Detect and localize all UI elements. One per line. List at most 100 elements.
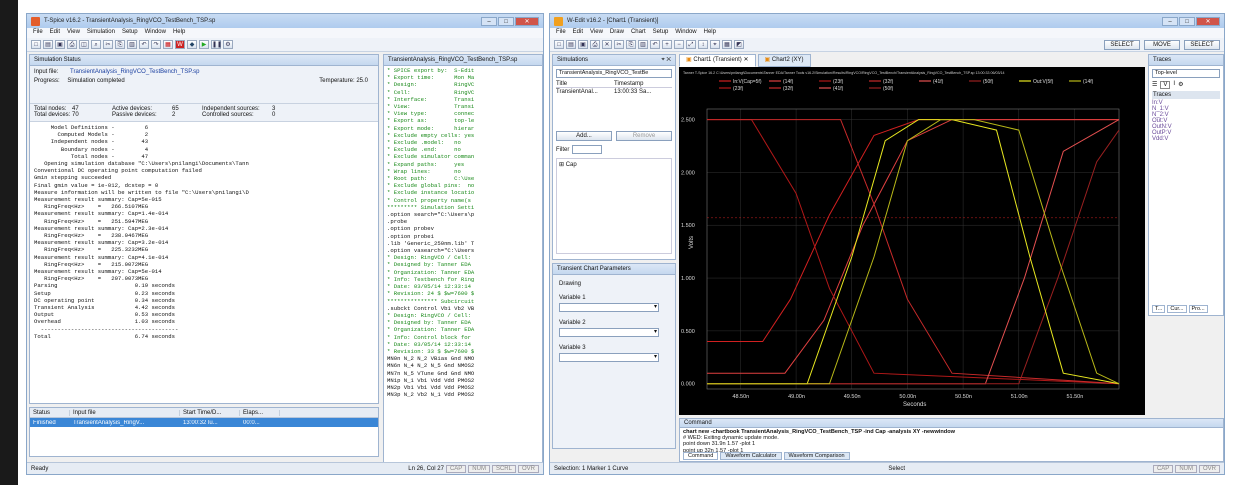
move-mode-button[interactable]: MOVE (1144, 39, 1180, 50)
command-tab[interactable]: Command (683, 452, 719, 460)
waveform-chart[interactable]: Tanner T-Spice 16.2 C:\Users\pnilangi\Do… (679, 67, 1145, 415)
menu-item-file[interactable]: File (556, 29, 566, 35)
menu-item-window[interactable]: Window (675, 29, 697, 35)
open-icon[interactable]: ▤ (43, 40, 53, 49)
traces-tab[interactable]: Pro... (1188, 305, 1208, 313)
traces-tab[interactable]: Cur... (1167, 305, 1187, 313)
netlist-code[interactable]: * SPICE export by: S-Edit * Export time: … (384, 66, 542, 399)
redo-icon[interactable]: ↷ (151, 40, 161, 49)
sedit-icon[interactable]: ▦ (163, 40, 173, 49)
table-header[interactable]: Elaps... (240, 409, 280, 416)
menu-item-file[interactable]: File (33, 29, 43, 35)
remove-button[interactable]: Remove (616, 131, 672, 141)
input-file-link[interactable]: TransientAnalysis_RingVCO_TestBench_TSP.… (70, 69, 200, 75)
select-mode-button[interactable]: SELECT (1104, 39, 1140, 50)
table-header[interactable]: Status (30, 409, 70, 416)
menu-item-chart[interactable]: Chart (630, 29, 646, 35)
undo-icon[interactable]: ↶ (139, 40, 149, 49)
filter-select[interactable] (572, 145, 603, 154)
add-button[interactable]: Add... (556, 131, 612, 141)
preview-icon[interactable]: ◫ (79, 40, 89, 49)
chevron-down-icon[interactable]: ▾ (653, 329, 657, 335)
copy-icon[interactable]: ⎘ (626, 40, 636, 49)
trace-item[interactable]: Out:V (1152, 118, 1168, 124)
traces-scope-select[interactable]: Top-level (1152, 69, 1220, 78)
simulation-select[interactable]: TransientAnalysis_RingVCO_TestBe (556, 69, 672, 78)
tab-chart1[interactable]: ▣ Chart1 (Transient) ✕ (679, 54, 756, 67)
list-view-icon[interactable]: ☰ (1152, 82, 1158, 88)
table-row[interactable]: Finished TransientAnalysis_RingV... 13:00:… (30, 418, 378, 427)
trace-item[interactable]: Vdd:V (1152, 136, 1169, 142)
delete-icon[interactable]: ✕ (602, 40, 612, 49)
new-icon[interactable]: □ (31, 40, 41, 49)
expand-icon[interactable]: ⊞ (559, 162, 565, 168)
menu-item-help[interactable]: Help (703, 29, 716, 35)
maximize-button[interactable]: □ (1179, 16, 1195, 26)
tspice-titlebar[interactable]: T-Spice v16.2 - TransientAnalysis_RingVC… (27, 14, 543, 28)
param-select[interactable]: ▾ (559, 353, 659, 362)
menu-item-setup[interactable]: Setup (652, 29, 669, 35)
menu-item-view[interactable]: View (590, 29, 603, 35)
trace-item[interactable]: N_1:V (1152, 106, 1169, 112)
paste-icon[interactable]: ▥ (638, 40, 648, 49)
param-select[interactable]: ▾ (559, 303, 659, 312)
tree-item-cap[interactable]: Cap (565, 162, 577, 168)
tab-chart2[interactable]: ▣ Chart2 (XY) (757, 54, 811, 67)
print-icon[interactable]: ⎙ (590, 40, 600, 49)
marker-icon[interactable]: ⌖ (710, 40, 720, 49)
param-select[interactable]: ▾ (559, 328, 659, 337)
menu-item-draw[interactable]: Draw (609, 29, 624, 35)
select-mode-button-2[interactable]: SELECT (1184, 39, 1220, 50)
pause-icon[interactable]: ❚❚ (211, 40, 223, 49)
wedit-titlebar[interactable]: W-Edit v16.2 - [Chart1 (Transient)] – □ ✕ (550, 14, 1224, 28)
zoom-fit-icon[interactable]: ⤢ (686, 40, 696, 49)
maximize-button[interactable]: □ (498, 16, 514, 26)
copy-icon[interactable]: ⎘ (115, 40, 125, 49)
settings-icon[interactable]: ⚙ (223, 40, 233, 49)
cursor-icon[interactable]: ↕ (698, 40, 708, 49)
undo-icon[interactable]: ↶ (650, 40, 660, 49)
trace-item[interactable]: N_2:V (1152, 112, 1169, 118)
close-button[interactable]: ✕ (515, 16, 539, 26)
grid-icon[interactable]: ▦ (722, 40, 732, 49)
close-button[interactable]: ✕ (1196, 16, 1220, 26)
menu-item-edit[interactable]: Edit (49, 29, 61, 35)
open-icon[interactable]: ▤ (566, 40, 576, 49)
stop-icon[interactable]: ◆ (187, 40, 197, 49)
voltage-filter-icon[interactable]: V (1160, 81, 1171, 89)
chevron-down-icon[interactable]: ▾ (653, 354, 657, 360)
table-header[interactable]: Start Time/D... (180, 409, 240, 416)
command-tab[interactable]: Waveform Calculator (720, 452, 782, 460)
zoom-in-icon[interactable]: + (662, 40, 672, 49)
save-icon[interactable]: ▣ (55, 40, 65, 49)
chart-icon[interactable]: ◩ (734, 40, 744, 49)
gear-icon[interactable]: ⚙ (1178, 82, 1184, 88)
menu-item-edit[interactable]: Edit (572, 29, 584, 35)
chevron-down-icon[interactable]: ▾ (653, 304, 657, 310)
sim-row-title[interactable]: TransientAnal... (556, 89, 598, 95)
menu-item-view[interactable]: View (67, 29, 80, 35)
cut-icon[interactable]: ✂ (103, 40, 113, 49)
chart-svg[interactable]: Tanner T-Spice 16.2 C:\Users\pnilangi\Do… (679, 67, 1145, 415)
menu-item-help[interactable]: Help (172, 29, 186, 35)
paste-icon[interactable]: ▥ (127, 40, 137, 49)
trace-item[interactable]: In:V (1152, 100, 1163, 106)
cut-icon[interactable]: ✂ (614, 40, 624, 49)
minimize-button[interactable]: – (481, 16, 497, 26)
run-icon[interactable]: ▶ (199, 40, 209, 49)
minimize-button[interactable]: – (1162, 16, 1178, 26)
table-header[interactable]: Input file (70, 409, 180, 416)
sim-row-timestamp[interactable]: 13:00:33 Sa... (614, 89, 652, 95)
trace-item[interactable]: OutP:V (1152, 130, 1172, 136)
traces-tab[interactable]: T... (1152, 305, 1166, 313)
menu-item-simulation[interactable]: Simulation (86, 29, 115, 35)
pin-icon[interactable]: ⌖ ✕ (661, 56, 671, 63)
zoom-out-icon[interactable]: − (674, 40, 684, 49)
command-output[interactable]: chart new -chartbook TransientAnalysis_R… (680, 428, 1223, 452)
menu-item-setup[interactable]: Setup (121, 29, 138, 35)
save-icon[interactable]: ▣ (578, 40, 588, 49)
current-filter-icon[interactable]: I (1173, 81, 1176, 87)
trace-item[interactable]: OutN:V (1152, 124, 1172, 130)
print-icon[interactable]: ⎙ (67, 40, 77, 49)
new-icon[interactable]: □ (554, 40, 564, 49)
